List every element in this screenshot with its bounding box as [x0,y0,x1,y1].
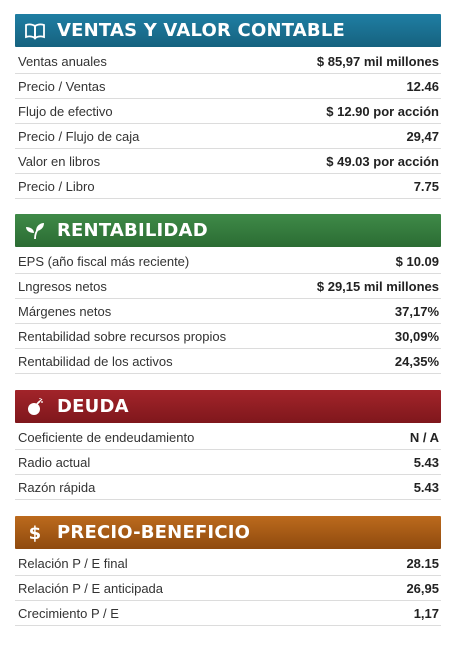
row-value: $ 29,15 mil millones [316,278,439,294]
row-value: $ 85,97 mil millones [316,53,439,69]
row-label: Rentabilidad de los activos [18,353,173,369]
row-value: 7.75 [413,178,439,194]
data-row-quick-ratio: Razón rápida 5.43 [15,475,441,500]
row-label: Relación P / E final [18,555,128,571]
data-row-price-cash-flow: Precio / Flujo de caja 29,47 [15,124,441,149]
row-label: Coeficiente de endeudamiento [18,429,195,445]
row-label: Valor en libros [18,153,101,169]
section-price-earnings: $ PRECIO-BENEFICIO Relación P / E final … [15,516,441,626]
data-row-debt-ratio: Coeficiente de endeudamiento N / A [15,425,441,450]
financial-summary: VENTAS Y VALOR CONTABLE Ventas anuales $… [15,14,441,626]
row-label: Relación P / E anticipada [18,580,164,596]
row-value: 37,17% [394,303,439,319]
data-row-price-sales: Precio / Ventas 12.46 [15,74,441,99]
section-title: VENTAS Y VALOR CONTABLE [57,20,346,41]
row-value: N / A [409,429,439,445]
row-value: 12.46 [406,78,439,94]
row-value: 5.43 [413,479,439,495]
data-row-forward-pe: Relación P / E anticipada 26,95 [15,576,441,601]
section-debt: DEUDA Coeficiente de endeudamiento N / A… [15,390,441,500]
row-label: EPS (año fiscal más reciente) [18,253,190,269]
data-row-return-on-assets: Rentabilidad de los activos 24,35% [15,349,441,374]
row-value: $ 12.90 por acción [326,103,439,119]
data-row-cash-flow: Flujo de efectivo $ 12.90 por acción [15,99,441,124]
row-value: 26,95 [406,580,439,596]
section-header-debt: DEUDA [15,390,441,423]
row-value: 1,17 [413,605,439,621]
section-profitability: RENTABILIDAD EPS (año fiscal más recient… [15,214,441,374]
data-row-current-ratio: Radio actual 5.43 [15,450,441,475]
section-title: DEUDA [57,396,129,417]
data-row-pe-growth: Crecimiento P / E 1,17 [15,601,441,626]
row-value: 30,09% [394,328,439,344]
dollar-sign-icon: $ [25,523,45,543]
row-label: Ventas anuales [18,53,107,69]
row-label: Lngresos netos [18,278,107,294]
row-label: Precio / Libro [18,178,95,194]
data-row-trailing-pe: Relación P / E final 28.15 [15,551,441,576]
row-label: Razón rápida [18,479,96,495]
row-label: Precio / Flujo de caja [18,128,140,144]
section-title: RENTABILIDAD [57,220,208,241]
section-title: PRECIO-BENEFICIO [57,522,251,543]
leaf-sprout-icon [25,221,45,241]
data-row-price-book: Precio / Libro 7.75 [15,174,441,199]
section-header-profitability: RENTABILIDAD [15,214,441,247]
row-value: $ 10.09 [395,253,439,269]
data-row-book-value: Valor en libros $ 49.03 por acción [15,149,441,174]
open-book-icon [25,21,45,41]
row-value: 5.43 [413,454,439,470]
row-value: 28.15 [406,555,439,571]
row-label: Flujo de efectivo [18,103,113,119]
data-row-annual-sales: Ventas anuales $ 85,97 mil millones [15,49,441,74]
section-header-price-earnings: $ PRECIO-BENEFICIO [15,516,441,549]
row-value: $ 49.03 por acción [326,153,439,169]
section-header-sales-book-value: VENTAS Y VALOR CONTABLE [15,14,441,47]
section-sales-book-value: VENTAS Y VALOR CONTABLE Ventas anuales $… [15,14,441,199]
data-row-net-income: Lngresos netos $ 29,15 mil millones [15,274,441,299]
row-label: Radio actual [18,454,91,470]
row-label: Márgenes netos [18,303,112,319]
data-row-eps: EPS (año fiscal más reciente) $ 10.09 [15,249,441,274]
row-value: 24,35% [394,353,439,369]
data-row-net-margins: Márgenes netos 37,17% [15,299,441,324]
row-label: Rentabilidad sobre recursos propios [18,328,227,344]
row-label: Precio / Ventas [18,78,106,94]
row-value: 29,47 [406,128,439,144]
row-label: Crecimiento P / E [18,605,119,621]
data-row-return-on-equity: Rentabilidad sobre recursos propios 30,0… [15,324,441,349]
bomb-icon [25,397,45,417]
svg-text:$: $ [29,523,42,543]
